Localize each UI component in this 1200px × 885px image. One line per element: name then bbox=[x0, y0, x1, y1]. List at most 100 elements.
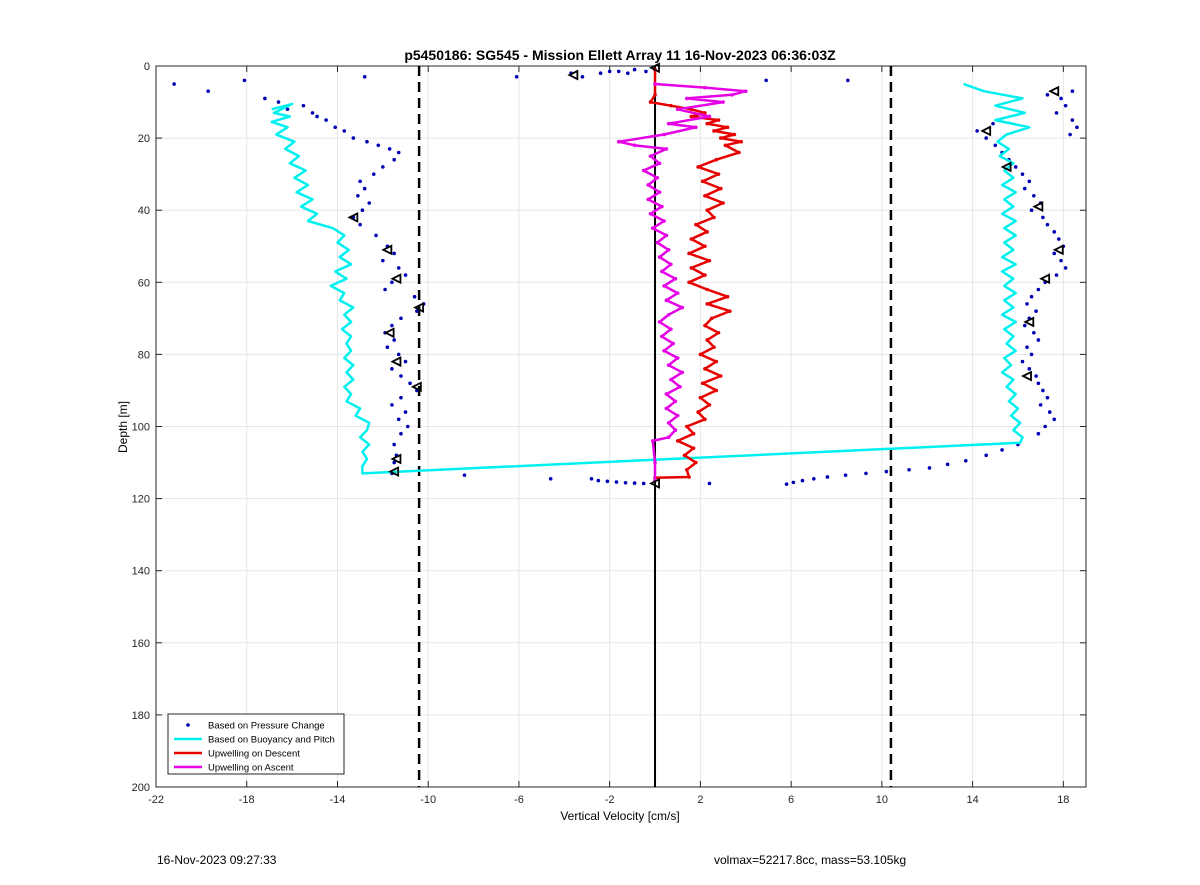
pressure-point bbox=[381, 165, 385, 169]
series-point bbox=[660, 334, 664, 339]
pressure-point bbox=[1029, 208, 1034, 212]
triangle-marker bbox=[383, 327, 395, 339]
pressure-point bbox=[390, 403, 394, 407]
series-point bbox=[657, 190, 662, 194]
series-point bbox=[691, 446, 696, 450]
pressure-point bbox=[707, 481, 712, 486]
pressure-point bbox=[1029, 294, 1034, 299]
pressure-point bbox=[641, 481, 646, 486]
pressure-point bbox=[396, 266, 401, 270]
pressure-point bbox=[1054, 111, 1059, 115]
legend-entry: Upwelling on Descent bbox=[208, 749, 300, 760]
pressure-point bbox=[1059, 96, 1063, 101]
pressure-point bbox=[315, 114, 319, 119]
series-point bbox=[709, 316, 714, 321]
pressure-point bbox=[1032, 330, 1036, 335]
pressure-point bbox=[1045, 222, 1050, 227]
series-point bbox=[716, 172, 721, 176]
pressure-point bbox=[376, 143, 381, 148]
triangle-marker bbox=[390, 273, 402, 285]
pressure-point bbox=[403, 410, 408, 414]
pressure-point bbox=[285, 107, 290, 112]
pressure-point bbox=[1000, 448, 1004, 452]
series-point bbox=[705, 338, 709, 342]
pressure-point bbox=[548, 476, 553, 481]
series-point bbox=[655, 175, 660, 180]
series-point bbox=[664, 298, 669, 303]
pressure-point bbox=[605, 479, 610, 484]
series-point bbox=[671, 341, 675, 346]
series-point bbox=[664, 233, 669, 238]
series-point bbox=[714, 157, 719, 162]
pressure-point bbox=[1063, 266, 1068, 270]
pressure-point bbox=[764, 78, 768, 83]
pressure-point bbox=[403, 273, 408, 277]
triangle-marker bbox=[413, 302, 425, 313]
series-point bbox=[719, 186, 723, 191]
series-point bbox=[666, 421, 671, 425]
series-point bbox=[666, 248, 671, 252]
pressure-point bbox=[843, 473, 848, 477]
legend-swatch bbox=[186, 723, 190, 727]
pressure-point bbox=[626, 71, 630, 76]
pressure-point bbox=[462, 473, 467, 477]
series-point bbox=[703, 111, 707, 115]
pressure-point bbox=[632, 67, 637, 72]
pressure-point bbox=[991, 121, 995, 126]
pressure-point bbox=[415, 309, 419, 313]
series-point bbox=[666, 363, 671, 368]
series-point bbox=[728, 309, 732, 313]
series-point bbox=[664, 406, 669, 411]
pressure-point bbox=[390, 280, 394, 285]
series-point bbox=[653, 93, 657, 97]
pressure-point bbox=[392, 157, 396, 162]
pressure-point bbox=[399, 395, 403, 400]
pressure-point bbox=[1038, 403, 1043, 407]
series-point bbox=[703, 323, 707, 328]
pressure-point bbox=[812, 476, 816, 481]
triangle-marker bbox=[1023, 316, 1035, 328]
pressure-point bbox=[1047, 410, 1052, 414]
triangle-marker bbox=[347, 211, 359, 223]
series-point bbox=[732, 132, 737, 137]
series-point bbox=[666, 121, 671, 126]
triangle-marker bbox=[649, 478, 660, 489]
series-point bbox=[684, 467, 689, 472]
series-point bbox=[703, 85, 707, 90]
series-point bbox=[707, 258, 712, 263]
pressure-point bbox=[408, 381, 412, 386]
x-tick-label: -6 bbox=[514, 794, 524, 806]
x-tick-label: -2 bbox=[605, 794, 615, 806]
pressure-point bbox=[263, 96, 267, 101]
series-point bbox=[703, 417, 707, 422]
series-point bbox=[719, 374, 723, 378]
pressure-point bbox=[1052, 417, 1057, 422]
pressure-point bbox=[1043, 424, 1047, 429]
triangle-marker bbox=[381, 244, 393, 256]
series-point bbox=[646, 183, 651, 187]
pressure-point bbox=[975, 129, 979, 133]
pressure-point bbox=[1036, 381, 1041, 386]
pressure-point bbox=[310, 111, 315, 115]
series-point bbox=[662, 284, 666, 288]
triangle-marker bbox=[388, 466, 400, 478]
pressure-point bbox=[963, 458, 968, 463]
grid bbox=[155, 65, 1086, 788]
footer-params: volmax=52217.8cc, mass=53.105kg bbox=[714, 853, 907, 867]
pressure-point bbox=[1022, 323, 1027, 328]
series-point bbox=[703, 244, 707, 249]
pressure-point bbox=[1041, 388, 1045, 393]
pressure-point bbox=[1036, 287, 1041, 292]
series-point bbox=[730, 93, 734, 97]
pressure-point bbox=[1068, 132, 1072, 137]
pressure-point bbox=[1034, 374, 1038, 378]
pressure-point bbox=[385, 345, 390, 349]
reference-lines bbox=[417, 66, 893, 787]
pressure-point bbox=[616, 69, 621, 74]
pressure-point bbox=[632, 481, 637, 485]
series-point bbox=[616, 139, 621, 144]
series-point bbox=[660, 269, 664, 274]
pressure-point bbox=[907, 467, 911, 472]
pressure-point bbox=[1052, 251, 1057, 256]
series-point bbox=[719, 136, 723, 140]
